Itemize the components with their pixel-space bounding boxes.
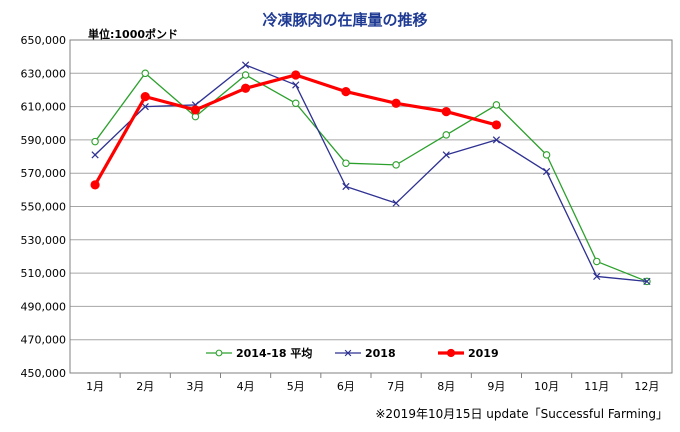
x-tick-label: 12月	[634, 380, 659, 393]
data-point	[441, 106, 451, 117]
data-point-stroke	[292, 81, 300, 89]
x-tick-label: 7月	[387, 380, 405, 393]
data-point	[442, 151, 450, 159]
data-point-stroke	[342, 182, 350, 191]
data-point-stroke	[442, 151, 450, 159]
y-tick-label: 630,000	[21, 67, 67, 80]
data-point	[190, 105, 201, 115]
data-point	[342, 159, 350, 167]
data-point-stroke	[492, 136, 501, 144]
legend-item: 2018	[335, 347, 396, 360]
data-point	[91, 151, 99, 159]
y-tick-label: 610,000	[21, 101, 67, 114]
data-point	[593, 272, 601, 281]
data-point	[592, 257, 601, 266]
data-point	[90, 180, 100, 190]
data-point	[643, 277, 651, 286]
data-point	[442, 131, 450, 139]
y-axis: 450,000 470,000 490,000 510,000 530,000 550,0…	[21, 34, 67, 380]
data-point	[141, 102, 149, 111]
x-tick-label: 11月	[584, 380, 609, 393]
legend-item: 2014-18 平均	[206, 346, 312, 360]
y-tick-label: 490,000	[21, 300, 67, 313]
legend-label: 2019	[468, 347, 499, 360]
series	[91, 69, 651, 286]
x-tick-label: 8月	[437, 380, 455, 393]
grid	[70, 39, 672, 374]
x-tick-label: 10月	[534, 380, 559, 393]
data-point	[446, 348, 456, 358]
legend-label: 2014-18 平均	[236, 346, 312, 360]
data-point-stroke	[643, 277, 651, 286]
x-axis: 1月 2月 3月 4月 5月 6月 7月 8月 9月 10月 11月 12月	[86, 373, 659, 393]
series	[90, 70, 502, 190]
x-tick-label: 1月	[86, 380, 104, 393]
chart-title: 冷凍豚肉の在庫量の推移	[262, 11, 427, 29]
data-point	[140, 92, 150, 102]
series-line	[94, 72, 648, 283]
series	[91, 61, 651, 286]
y-tick-label: 650,000	[21, 34, 67, 47]
legend-item: 2019	[438, 347, 499, 360]
y-tick-label: 590,000	[21, 134, 67, 147]
data-point	[342, 182, 350, 191]
series-line	[94, 64, 647, 283]
data-point	[240, 83, 251, 93]
data-point	[291, 70, 301, 80]
y-tick-label: 570,000	[21, 167, 67, 180]
data-point	[241, 71, 250, 79]
data-point	[391, 98, 401, 108]
data-point-stroke	[91, 151, 99, 159]
data-point	[491, 120, 502, 130]
data-point	[91, 137, 99, 146]
data-point-stroke	[542, 167, 551, 176]
y-tick-label: 470,000	[21, 334, 67, 347]
x-tick-label: 3月	[186, 380, 204, 393]
x-tick-label: 6月	[337, 380, 355, 393]
y-tick-label: 550,000	[21, 201, 67, 214]
footnote: ※2019年10月15日 update「Successful Farming」	[375, 407, 668, 421]
data-point	[341, 87, 351, 97]
y-tick-label: 510,000	[21, 267, 67, 280]
data-point	[542, 151, 551, 159]
y-tick-label: 450,000	[21, 367, 67, 380]
x-tick-label: 4月	[237, 380, 255, 393]
data-point	[291, 99, 300, 108]
legend: 2014-18 平均 2018 2019	[206, 346, 499, 360]
x-tick-label: 2月	[136, 380, 154, 393]
data-point	[492, 101, 501, 109]
legend-label: 2018	[365, 347, 396, 360]
data-point-stroke	[241, 61, 250, 69]
data-point	[241, 61, 250, 69]
series-layer	[90, 61, 651, 286]
data-point-stroke	[392, 199, 400, 207]
data-point	[292, 81, 300, 89]
data-point	[542, 167, 551, 176]
data-point	[215, 349, 223, 357]
data-point	[344, 349, 352, 357]
unit-label: 単位:1000ポンド	[88, 27, 178, 41]
data-point-stroke	[344, 349, 352, 357]
y-tick-label: 530,000	[21, 234, 67, 247]
data-point-stroke	[141, 102, 149, 111]
x-tick-label: 5月	[287, 380, 305, 393]
data-point-stroke	[593, 272, 601, 281]
data-point	[492, 136, 501, 144]
x-tick-label: 9月	[487, 380, 505, 393]
data-point	[392, 161, 400, 169]
data-point	[141, 69, 150, 78]
data-point	[392, 199, 400, 207]
series-line	[93, 73, 497, 186]
